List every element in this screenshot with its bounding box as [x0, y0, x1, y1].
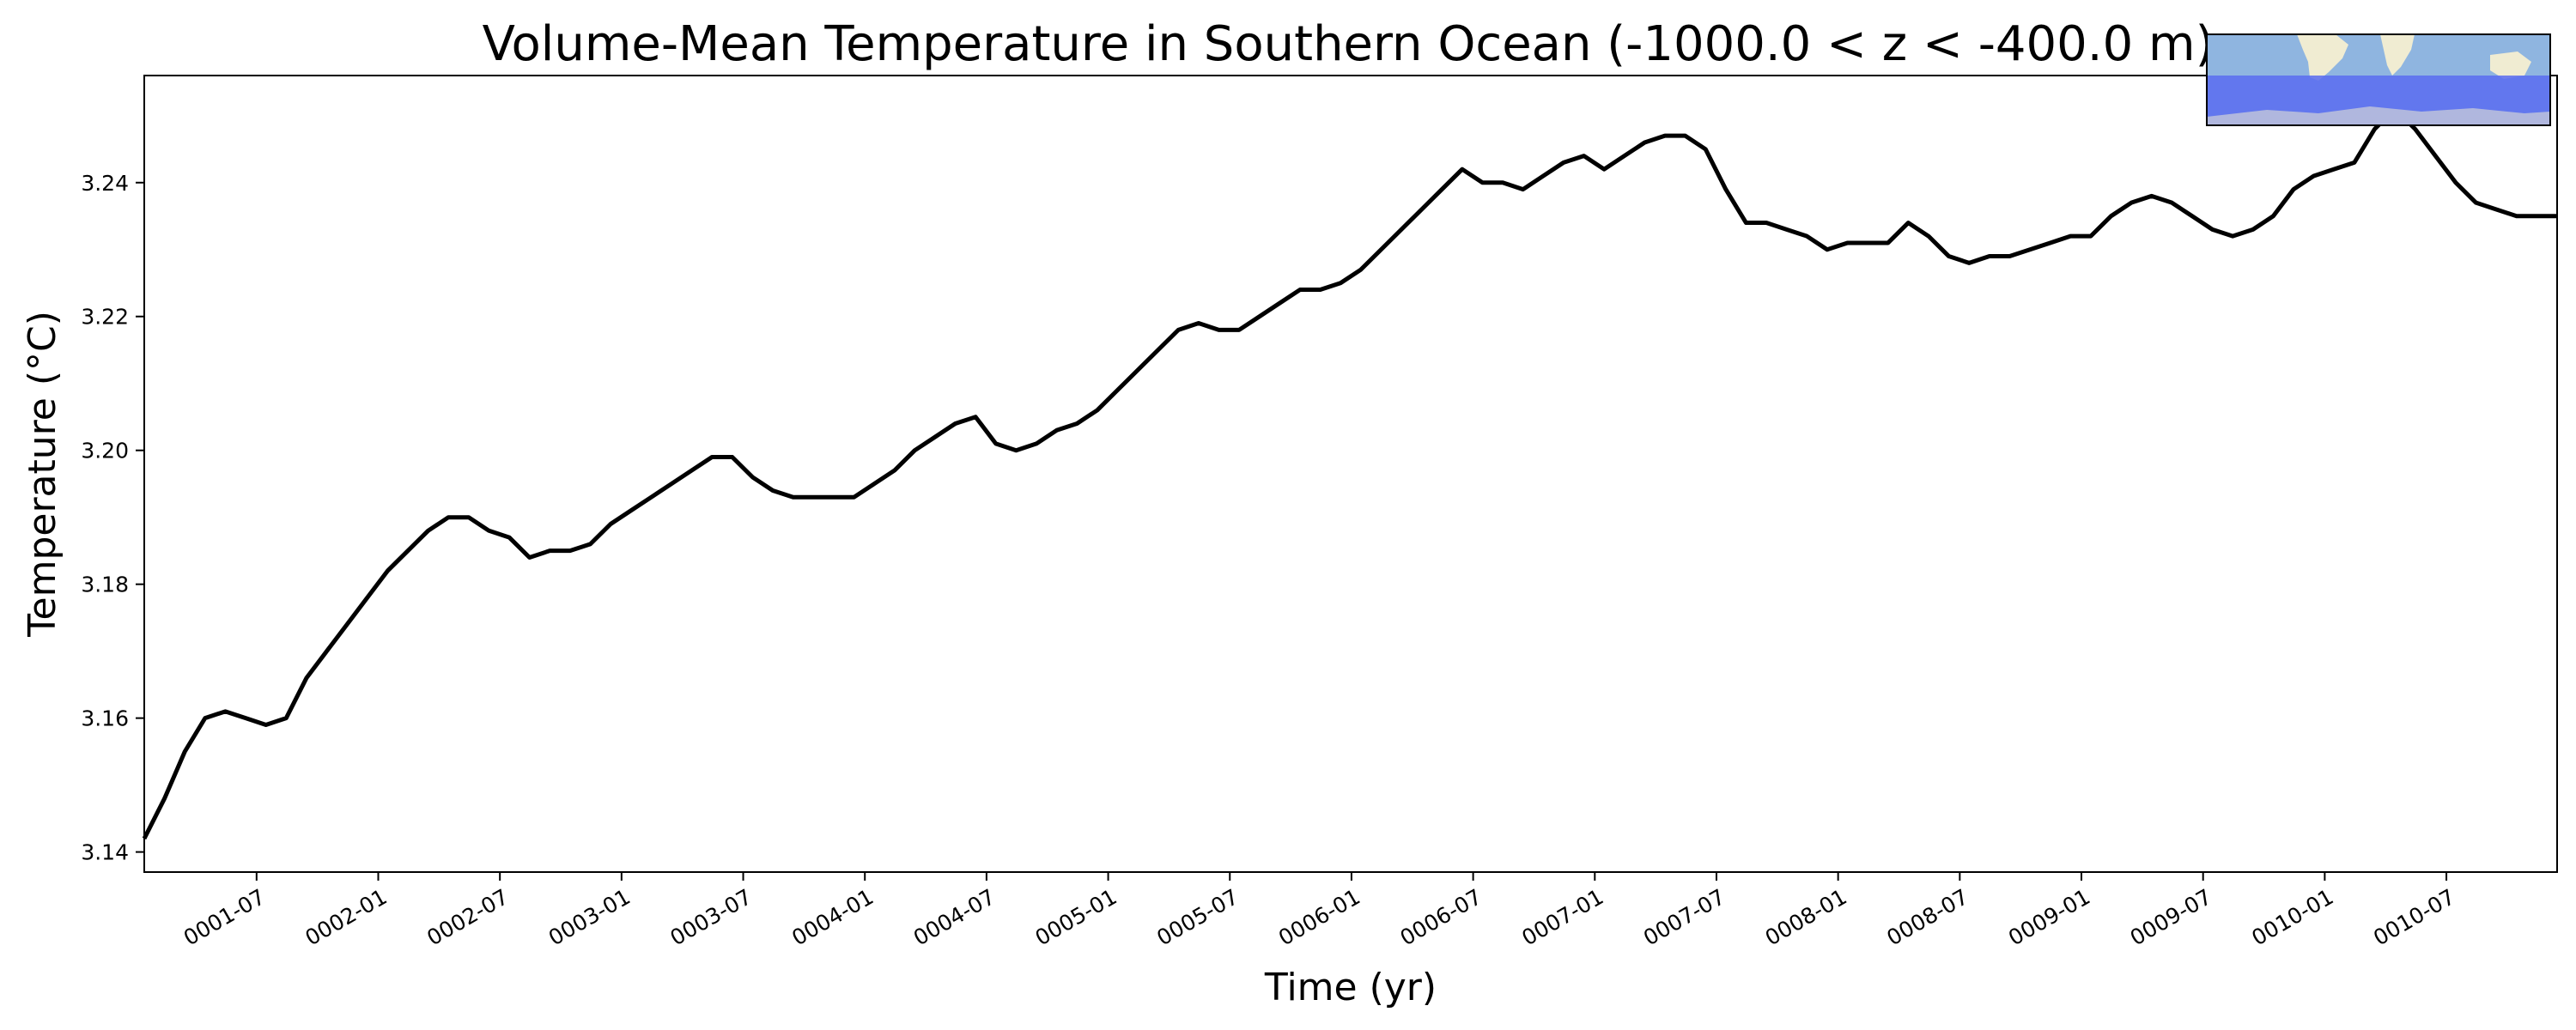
- x-tick-label: 0009-07: [2126, 884, 2216, 950]
- x-tick-label: 0007-07: [1639, 884, 1729, 950]
- x-tick-label: 0003-01: [544, 884, 635, 950]
- x-tick-label: 0004-07: [909, 884, 999, 950]
- x-axis-ticks: 0001-07 0002-01 0002-07 0003-01 0003-07 0004-…: [179, 872, 2459, 950]
- y-tick-label: 3.18: [81, 573, 129, 597]
- x-tick-label: 0010-01: [2247, 884, 2337, 950]
- y-tick-label: 3.16: [81, 706, 129, 731]
- x-tick-label: 0006-01: [1274, 884, 1364, 950]
- inset-map-land-africa: [2297, 34, 2348, 81]
- x-tick-label: 0010-07: [2369, 884, 2459, 950]
- inset-map-land-antarctica: [2207, 106, 2550, 125]
- x-tick-label: 0007-01: [1517, 884, 1607, 950]
- inset-map-land-south-america: [2380, 34, 2415, 76]
- x-tick-label: 0002-07: [422, 884, 513, 950]
- plot-area: 3.143.163.183.203.223.24 0001-07 0002-01 0…: [81, 75, 2558, 950]
- chart-title: Volume-Mean Temperature in Southern Ocea…: [483, 16, 2215, 72]
- x-axis-label: Time (yr): [1264, 966, 1437, 1009]
- y-tick-label: 3.14: [81, 840, 129, 865]
- x-tick-label: 0005-07: [1152, 884, 1242, 950]
- series-line-temperature: [142, 106, 2557, 840]
- y-axis-label: Temperature (°C): [21, 311, 64, 638]
- x-tick-label: 0005-01: [1031, 884, 1121, 950]
- x-tick-label: 0008-01: [1761, 884, 1851, 950]
- x-tick-label: 0002-01: [301, 884, 392, 950]
- x-tick-label: 0008-07: [1882, 884, 1972, 950]
- series-layer: [142, 106, 2557, 840]
- y-tick-label: 3.22: [81, 305, 129, 330]
- y-tick-label: 3.20: [81, 439, 129, 464]
- plot-frame: [143, 75, 2558, 873]
- inset-map-frame: [2206, 33, 2551, 126]
- x-tick-label: 0001-07: [179, 884, 270, 950]
- x-tick-label: 0003-07: [666, 884, 756, 950]
- inset-map: [2206, 33, 2551, 126]
- y-tick-label: 3.24: [81, 171, 129, 196]
- inset-map-land-australia: [2490, 52, 2531, 79]
- x-tick-label: 0004-01: [787, 884, 878, 950]
- y-axis-ticks: 3.14 3.16 3.18 3.20 3.22 3.24: [81, 171, 144, 865]
- x-tick-label: 0009-01: [2004, 884, 2094, 950]
- x-tick-label: 0006-07: [1396, 884, 1486, 950]
